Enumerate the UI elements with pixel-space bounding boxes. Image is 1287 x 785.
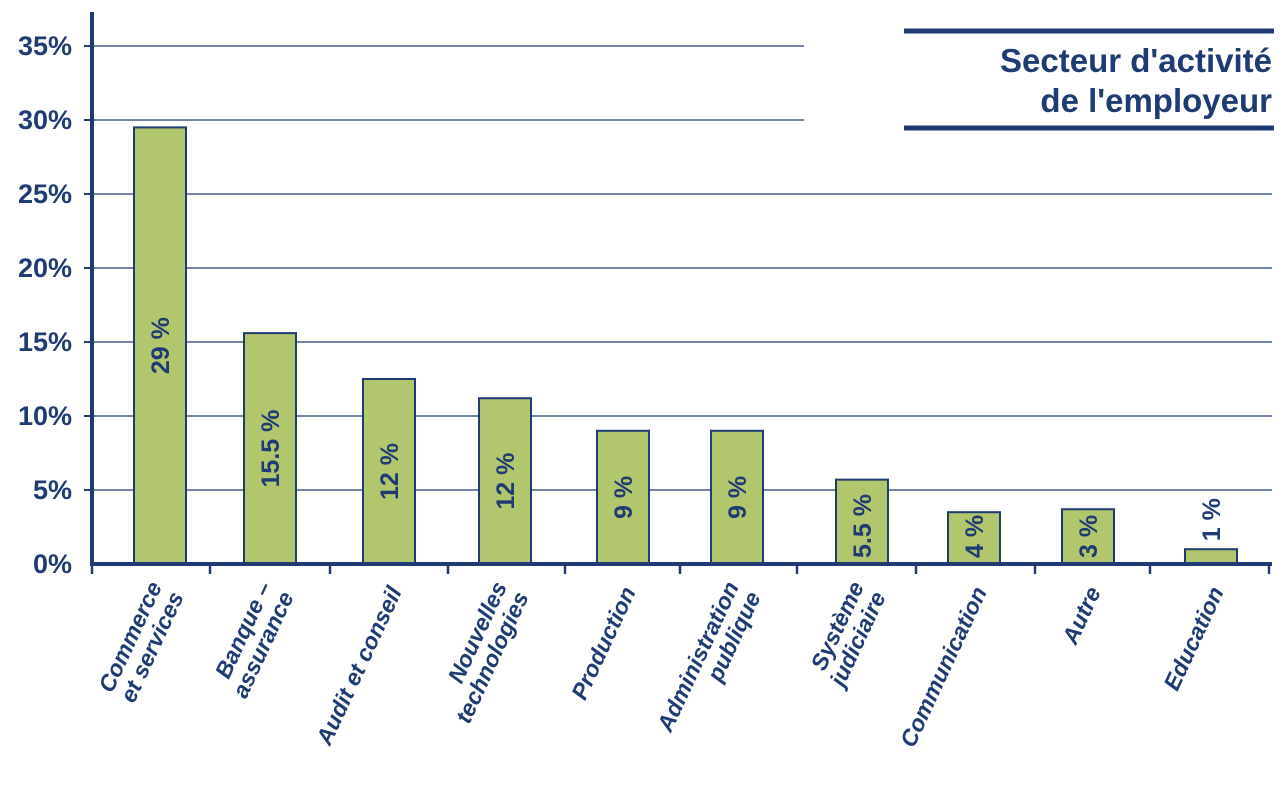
chart-title-line: de l'employeur xyxy=(1040,82,1272,119)
bar xyxy=(947,511,1001,566)
y-tick-label: 35% xyxy=(18,31,72,61)
y-tick-label: 5% xyxy=(33,475,72,505)
bar-value-label: 9 % xyxy=(724,476,752,519)
y-tick-label: 25% xyxy=(18,179,72,209)
chart-title-line: Secteur d'activité xyxy=(1000,42,1272,79)
y-tick-labels: 0% 5% 10% 15% 20% 25% 30% 35% xyxy=(18,31,72,579)
bar xyxy=(835,478,889,566)
bar-value-label: 9 % xyxy=(610,476,638,519)
x-tick-label: Autre xyxy=(1056,582,1105,649)
bar-value-label: 5.5 % xyxy=(849,494,877,558)
bar-value-label: 12 % xyxy=(376,443,404,500)
bar-value-label: 12 % xyxy=(492,453,520,510)
x-tick-label: Education xyxy=(1158,583,1229,695)
bar-value-label: 15.5 % xyxy=(257,410,285,488)
axes xyxy=(84,12,1272,574)
bar xyxy=(133,126,187,566)
bars: 29 % 15.5 % 12 % 12 % 9 % 9 % 5.5 % 4 % 3 % 1 % xyxy=(133,126,1238,566)
bar xyxy=(1184,548,1238,566)
x-tick-label: Production xyxy=(566,583,641,704)
y-tick-label: 10% xyxy=(18,401,72,431)
bar xyxy=(1061,508,1115,565)
y-tick-label: 30% xyxy=(18,105,72,135)
y-tick-label: 15% xyxy=(18,327,72,357)
bar-value-label: 29 % xyxy=(147,317,175,374)
y-tick-label: 0% xyxy=(33,549,72,579)
bar-value-label: 4 % xyxy=(961,515,989,558)
bar-value-label: 1 % xyxy=(1198,498,1226,541)
x-tick-label: Audit et conseil xyxy=(310,582,407,750)
x-tick-label: Communication xyxy=(895,583,992,751)
bar-value-label: 3 % xyxy=(1075,515,1103,558)
y-tick-label: 20% xyxy=(18,253,72,283)
